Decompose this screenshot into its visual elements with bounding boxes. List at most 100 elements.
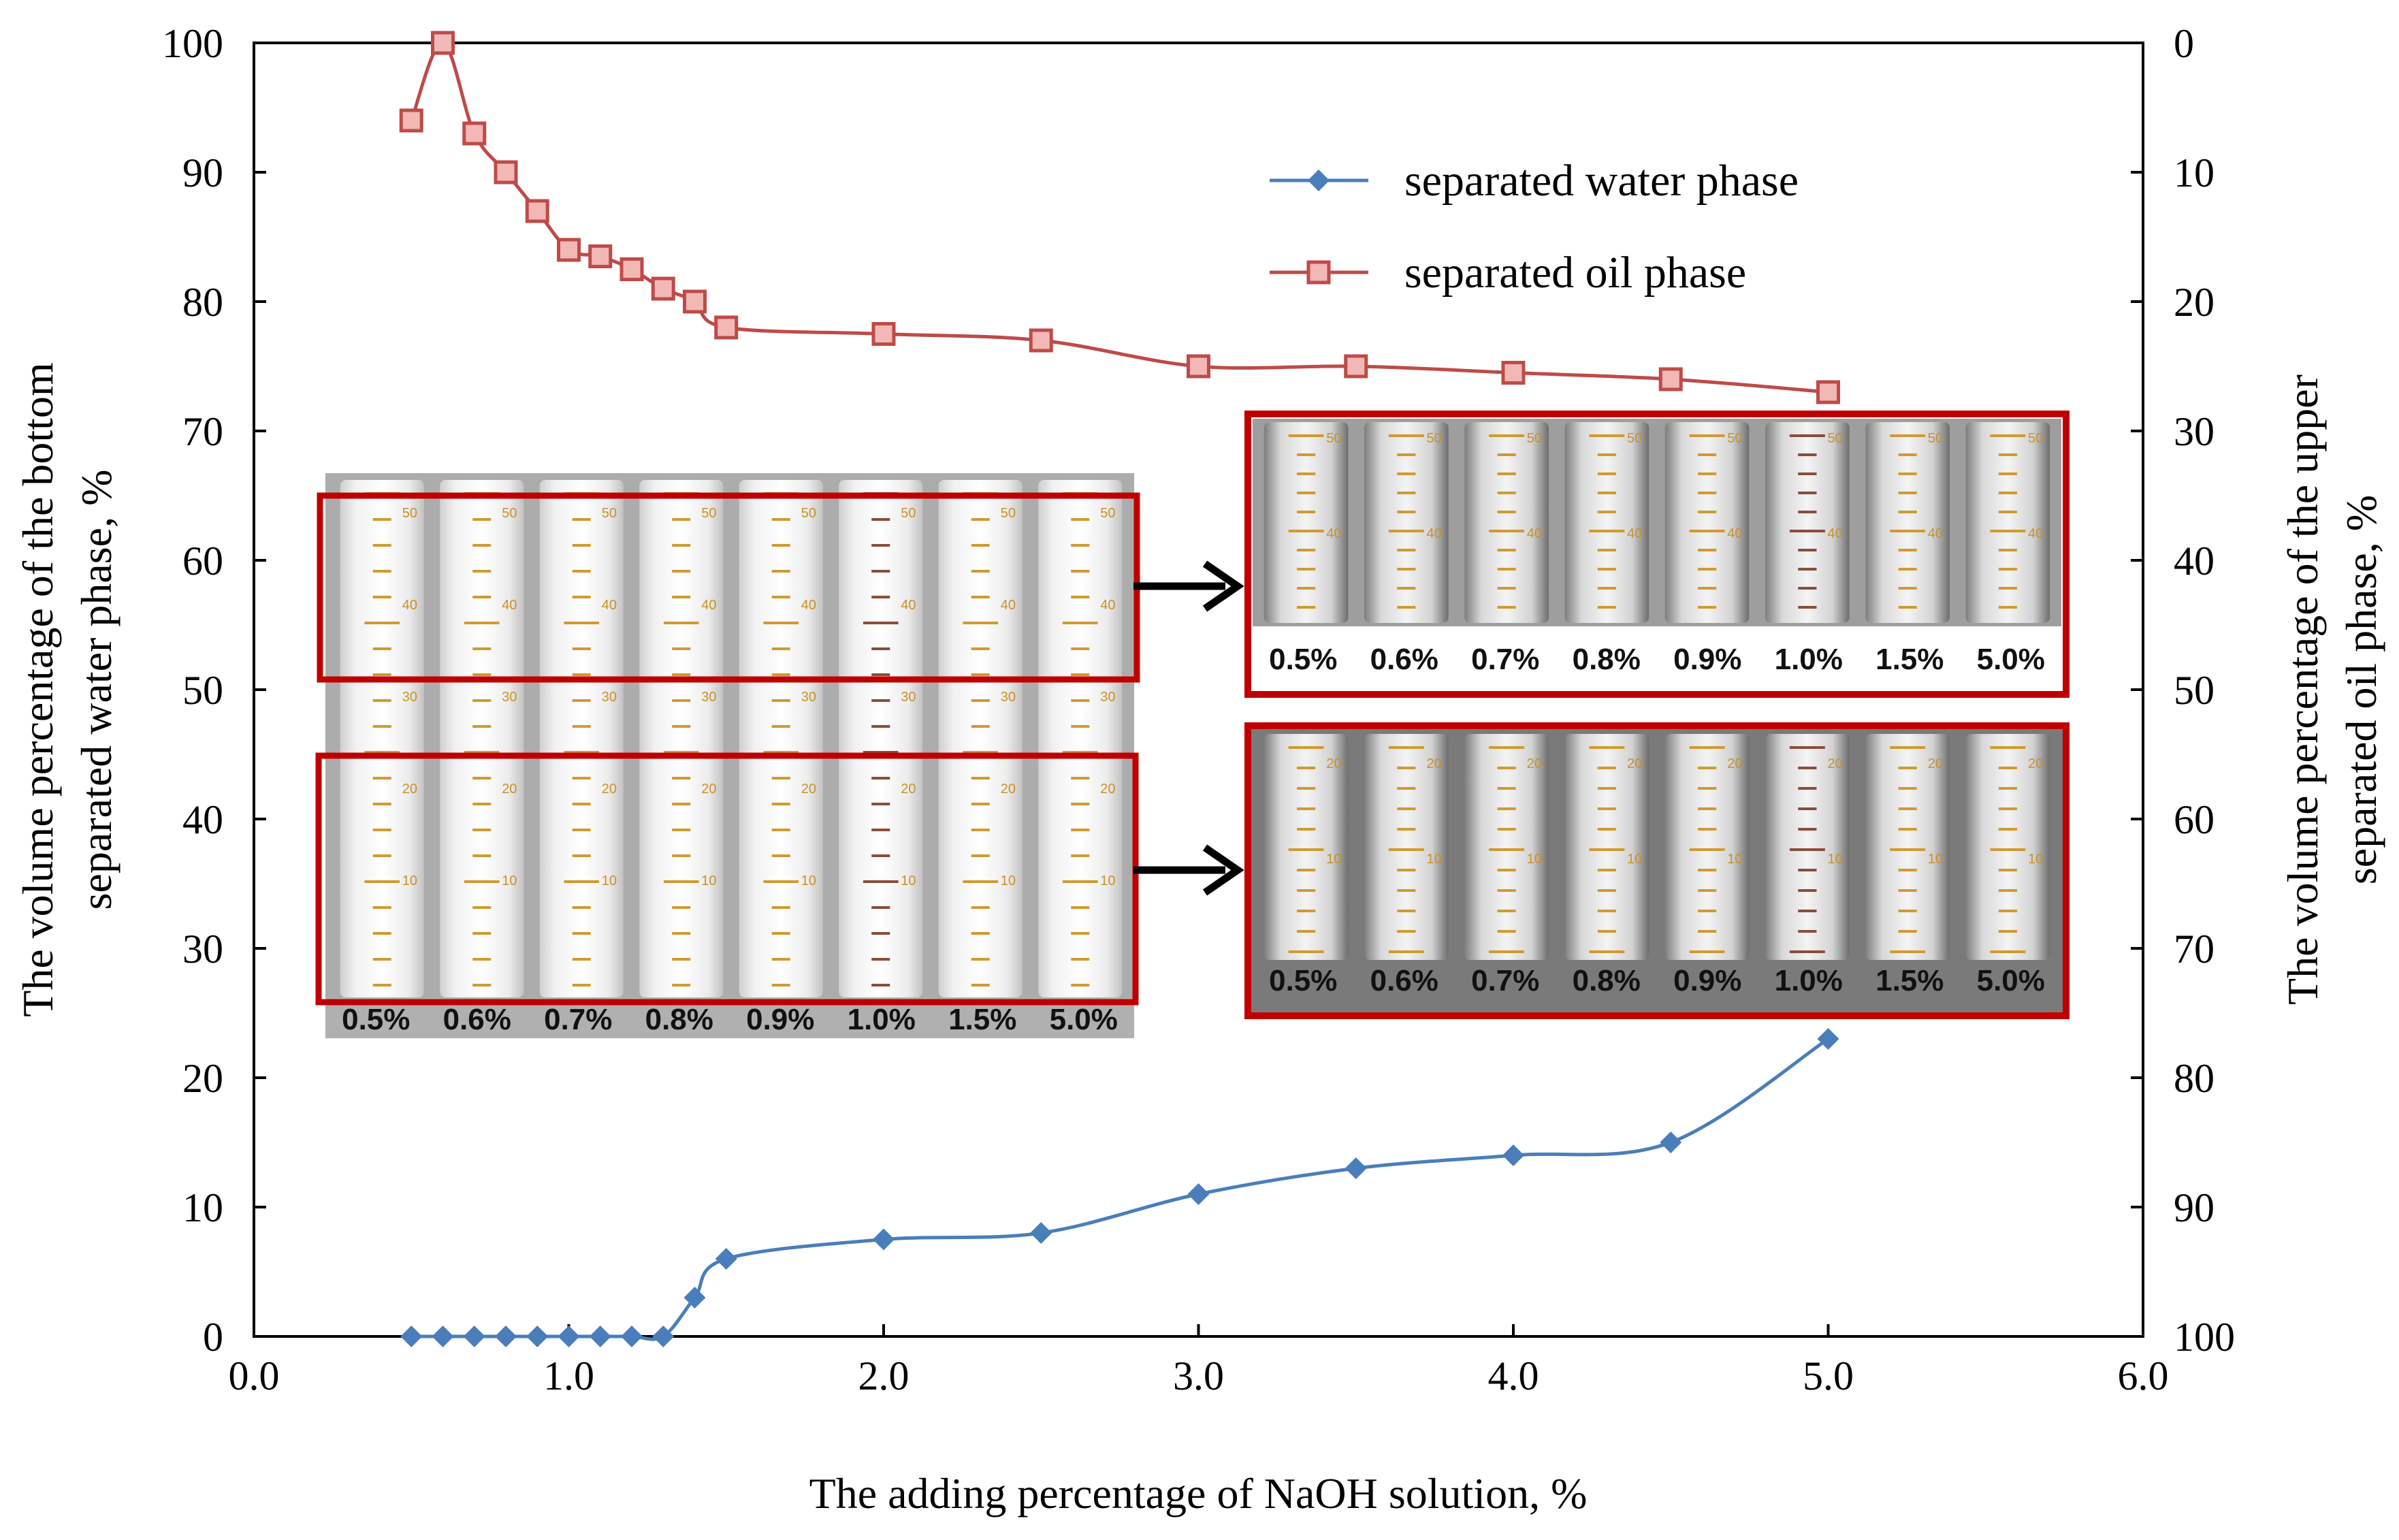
cylinder [539,480,624,997]
right-upper-label: 0.5% [1269,643,1337,676]
y-left-tick-label: 100 [162,21,223,66]
graduation-number: 50 [701,506,716,521]
x-tick-label: 0.0 [229,1353,280,1398]
cylinder [938,480,1023,997]
graduation-number: 40 [502,598,517,613]
water-point [463,1326,485,1347]
graduation-number: 20 [801,782,816,797]
right-upper-label: 1.5% [1875,643,1944,676]
oil-point [619,257,644,281]
right-lower-label: 5.0% [1977,964,2045,997]
y-left-tick-label: 90 [182,150,223,195]
graduation-number: 10 [1727,852,1742,867]
cylinder [1664,422,1750,623]
oil-point [1501,361,1526,385]
graduation-number: 20 [1100,782,1115,797]
oil-point [1029,328,1053,353]
right-lower-label: 0.6% [1370,964,1438,997]
water-point [652,1326,675,1347]
x-axis-label: The adding percentage of NaOH solution, … [809,1469,1588,1518]
oil-point [714,315,739,340]
left-photo-label: 1.5% [948,1003,1016,1036]
right-lower-label: 0.5% [1269,964,1337,997]
water-point [621,1326,643,1347]
oil-point [683,289,707,314]
cylinder [1765,422,1850,623]
cylinder [1038,480,1123,997]
right-lower-label: 1.5% [1875,964,1944,997]
graduation-number: 50 [1001,506,1016,521]
right-lower-label: 0.7% [1471,964,1539,997]
graduation-number: 40 [1001,598,1016,613]
graduation-number: 20 [402,782,417,797]
x-tick-label: 6.0 [2118,1353,2169,1398]
left-photo-label: 0.9% [746,1003,814,1036]
oil-point [1816,380,1840,404]
y-left-label-line2: separated water phase, % [72,470,120,910]
graduation-number: 10 [1326,852,1341,867]
graduation-number: 10 [1828,852,1843,867]
oil-point [871,322,896,346]
cylinder [1364,422,1449,623]
right-upper-label: 1.0% [1775,643,1843,676]
series-line-oil [409,41,1829,394]
graduation-number: 20 [1427,756,1442,771]
graduation-number: 40 [2028,526,2043,541]
cylinder [839,480,923,997]
right-lower-label: 0.8% [1573,964,1641,997]
water-point [589,1326,611,1347]
y-left-tick-label: 70 [182,409,223,454]
right-upper-label: 0.7% [1471,643,1539,676]
cylinder [1664,734,1750,960]
cylinder [1464,422,1549,623]
graduation-number: 40 [701,598,716,613]
graduation-number: 30 [602,690,617,705]
graduation-number: 40 [1627,526,1642,541]
y-right-tick-label: 40 [2174,539,2215,583]
graduation-number: 10 [1527,852,1542,867]
right-lower-label: 1.0% [1775,964,1843,997]
cylinder [1464,734,1549,960]
oil-point [588,244,613,268]
x-tick-label: 1.0 [543,1353,594,1398]
graduation-number: 20 [502,782,517,797]
y-right-tick-label: 90 [2174,1185,2215,1230]
graduation-number: 50 [2028,431,2043,446]
cylinder [1965,422,2050,623]
y-left-tick-label: 40 [182,797,223,842]
oil-point [525,199,549,223]
series-layer [399,31,1840,1347]
right-upper-label: 5.0% [1977,643,2045,676]
graduation-number: 10 [1001,873,1016,888]
oil-point [399,108,423,133]
legend: separated water phase separated oil phas… [1270,156,1799,298]
right-upper-label: 0.9% [1673,643,1741,676]
axis-ticks: 0.0 1.0 2.0 3.0 4.0 5.0 6.0 0 10 20 30 40 50 60 70 80 90… [162,21,2235,1398]
graduation-number: 40 [1928,526,1943,541]
water-point [400,1326,423,1347]
graduation-number: 20 [1828,756,1843,771]
graduation-number: 40 [1527,526,1542,541]
graduation-number: 30 [801,690,816,705]
cylinder [1865,422,1950,623]
y-left-tick-label: 50 [182,668,223,713]
graduation-number: 10 [901,873,916,888]
cylinder [1564,422,1649,623]
graduation-number: 50 [901,506,916,521]
oil-point [557,238,581,262]
graduation-number: 30 [701,690,716,705]
cylinder [739,480,823,997]
graduation-number: 40 [602,598,617,613]
water-point [715,1248,737,1270]
graduation-number: 40 [901,598,916,613]
y-right-label-line1: The volume percentage of the upper [2279,374,2327,1005]
graduation-number: 50 [402,506,417,521]
y-left-tick-label: 30 [182,927,223,972]
graduation-number: 50 [602,506,617,521]
right-upper-label: 0.6% [1370,643,1438,676]
cylinder [1263,422,1349,623]
graduation-number: 10 [1928,852,1943,867]
cylinder [1564,734,1649,960]
y-right-tick-label: 50 [2174,668,2215,713]
